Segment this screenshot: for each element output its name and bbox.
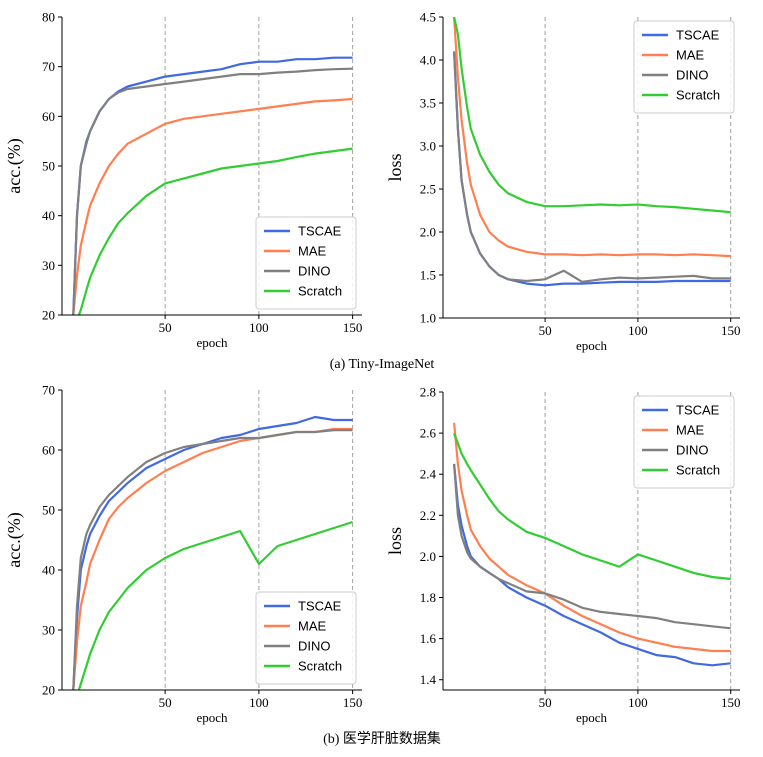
legend-label-scratch: Scratch [676,88,720,103]
y-tick-label-3.5: 3.5 [420,96,436,111]
caption-liver-dataset: (b) 医学肝脏数据集 [323,730,441,747]
legend: TSCAE MAE DINO Scratch [633,395,735,489]
series-line-scratch [73,520,353,690]
x-tick-label-100: 100 [628,323,648,338]
series-line-dino [453,463,731,630]
x-tick-label-150: 150 [721,323,741,338]
legend-label-mae: MAE [298,244,327,259]
legend-label-mae: MAE [298,619,327,634]
legend-label-dino: DINO [676,68,709,83]
series-line-scratch [77,147,353,315]
y-axis-label: acc.(%) [4,512,25,567]
series-line-mae [72,97,353,315]
series-line-scratch [453,432,731,581]
y-tick-label-50: 50 [42,503,55,518]
legend-box [255,216,357,310]
y-tick-label-2: 2.0 [420,549,436,564]
panel-tiny-imagenet-loss: 50 100 150 1.0 1.5 2.0 2.5 3.0 3.5 4.0 4.5 epoch los… [385,10,740,354]
y-axis-label: acc.(%) [4,138,25,193]
y-tick-label-80: 80 [42,10,55,25]
legend-label-tscae: TSCAE [298,599,342,614]
y-tick-label-2.2: 2.2 [420,508,436,523]
y-tick-label-30: 30 [42,258,55,273]
x-axis-label: epoch [196,335,228,350]
y-tick-label-1.4: 1.4 [420,672,437,687]
y-tick-label-4: 4.0 [420,53,436,68]
y-tick-label-60: 60 [42,443,55,458]
series-line-tscae [72,415,353,690]
y-tick-label-1: 1.0 [420,311,436,326]
x-tick-label-150: 150 [721,695,741,710]
legend-label-scratch: Scratch [298,284,342,299]
series-line-dino [453,51,731,283]
panel-liver-loss: 50 100 150 1.4 1.6 1.8 2.0 2.2 2.4 2.6 2.8 epoch los… [385,385,740,726]
x-axis-label: epoch [196,710,228,725]
legend: TSCAE MAE DINO Scratch [633,20,735,114]
y-axis-label: loss [385,527,405,555]
legend-label-mae: MAE [676,48,705,63]
y-tick-label-70: 70 [42,383,55,398]
legend-label-dino: DINO [298,264,331,279]
y-tick-label-3: 3.0 [420,139,436,154]
x-tick-label-150: 150 [343,320,363,335]
series-line-dino [72,67,353,315]
legend-label-tscae: TSCAE [676,28,720,43]
y-axis-label: loss [385,153,405,181]
y-tick-label-20: 20 [42,308,55,323]
x-tick-label-100: 100 [249,695,269,710]
x-tick-label-100: 100 [249,320,269,335]
x-axis-label: epoch [576,710,608,725]
legend: TSCAE MAE DINO Scratch [255,591,357,685]
legend-box [255,591,357,685]
y-tick-label-40: 40 [42,563,55,578]
x-tick-label-50: 50 [539,323,552,338]
caption-tiny-imagenet: (a) Tiny-ImageNet [330,357,435,372]
y-tick-label-2.8: 2.8 [420,385,436,400]
panel-liver-accuracy: 50 100 150 20 30 40 50 60 70 epoch acc.(%) TSCAE MAE… [4,383,362,726]
y-tick-label-60: 60 [42,109,55,124]
y-tick-label-1.6: 1.6 [420,631,437,646]
y-tick-label-50: 50 [42,159,55,174]
panel-tiny-imagenet-accuracy: 50 100 150 20 30 40 50 60 70 80 epoch acc.(%) TSCAE M… [4,10,362,351]
y-tick-label-2.6: 2.6 [420,426,437,441]
y-tick-label-2.5: 2.5 [420,182,436,197]
series-line-dino [72,429,353,690]
legend-box [633,20,735,114]
y-tick-label-40: 40 [42,208,55,223]
x-tick-label-100: 100 [628,695,648,710]
legend-label-dino: DINO [676,443,709,458]
y-tick-label-1.5: 1.5 [420,268,436,283]
x-axis-label: epoch [576,338,608,353]
x-tick-label-50: 50 [539,695,552,710]
y-tick-label-2.4: 2.4 [420,467,437,482]
legend-label-scratch: Scratch [676,463,720,478]
legend-label-scratch: Scratch [298,659,342,674]
y-tick-label-20: 20 [42,683,55,698]
legend-label-tscae: TSCAE [298,224,342,239]
series-line-mae [453,17,731,258]
y-tick-label-1.8: 1.8 [420,590,436,605]
x-tick-label-150: 150 [343,695,363,710]
series-line-tscae [453,463,731,667]
legend: TSCAE MAE DINO Scratch [255,216,357,310]
legend-label-tscae: TSCAE [676,403,720,418]
series-line-scratch [453,17,731,214]
y-tick-label-4.5: 4.5 [420,10,436,25]
legend-box [633,395,735,489]
x-tick-label-50: 50 [159,320,172,335]
x-tick-label-50: 50 [159,695,172,710]
y-tick-label-30: 30 [42,623,55,638]
y-tick-label-2: 2.0 [420,225,436,240]
legend-label-mae: MAE [676,423,705,438]
y-tick-label-70: 70 [42,59,55,74]
legend-label-dino: DINO [298,639,331,654]
